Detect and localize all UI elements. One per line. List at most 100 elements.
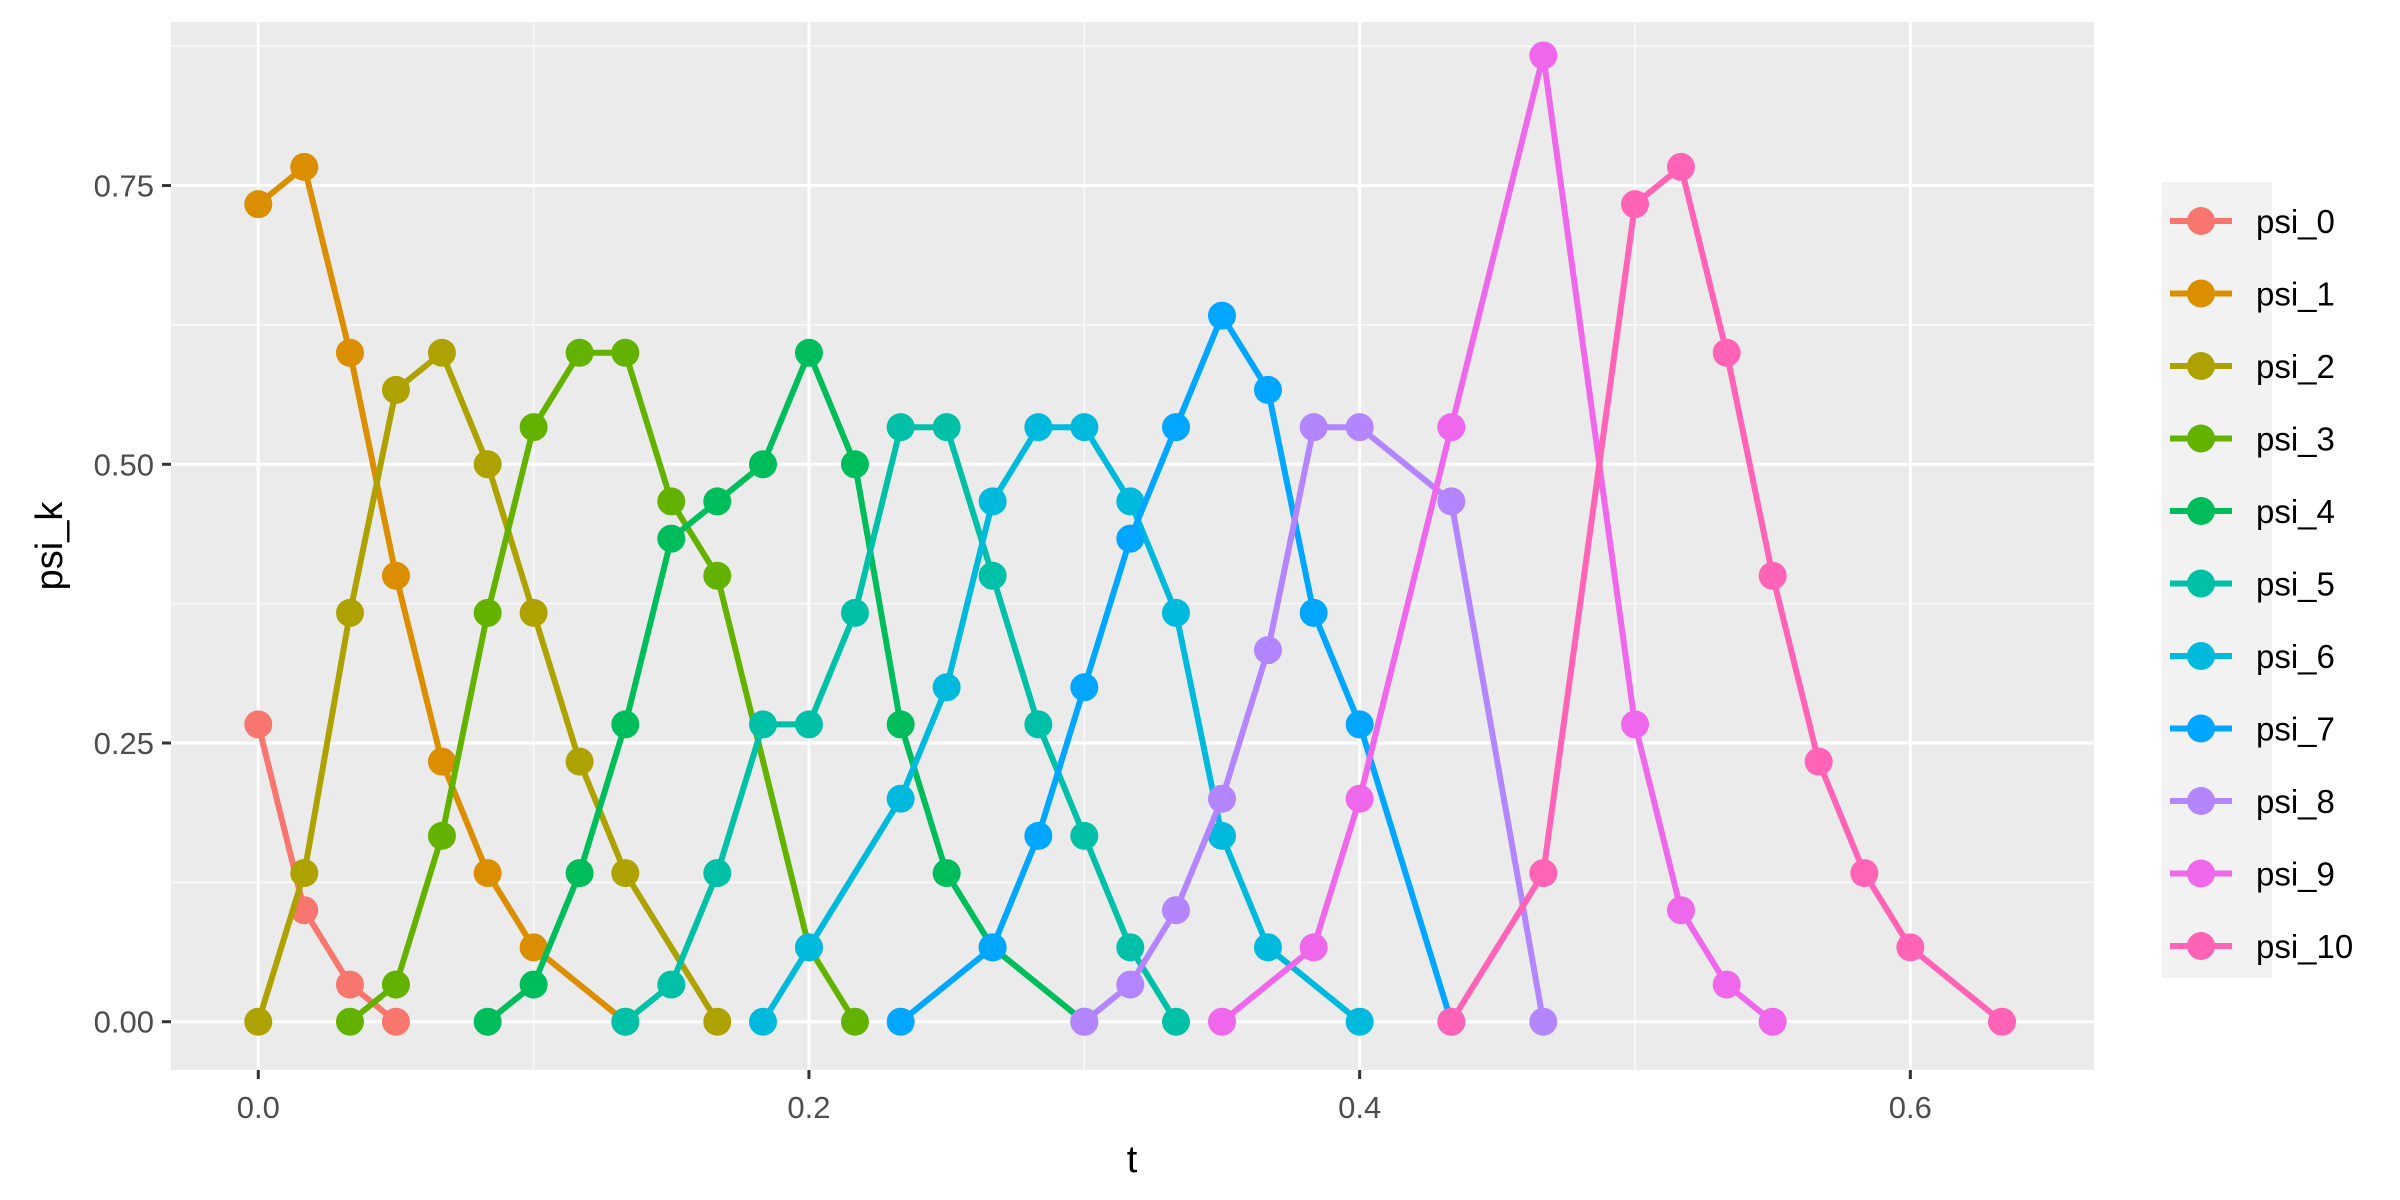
data-point — [1666, 896, 1695, 925]
data-point — [381, 561, 410, 590]
data-point — [1024, 413, 1053, 442]
data-point — [1070, 673, 1099, 702]
data-point — [978, 933, 1007, 962]
data-point — [1024, 710, 1053, 739]
data-point — [473, 450, 502, 479]
data-point — [1253, 375, 1282, 404]
legend-key-point — [2187, 279, 2215, 308]
data-point — [748, 450, 777, 479]
data-point — [611, 710, 640, 739]
legend-item: psi_1 — [2170, 276, 2335, 313]
y-axis-title: psi_k — [29, 501, 71, 591]
data-point — [335, 1007, 364, 1036]
data-point — [611, 338, 640, 367]
data-point — [1437, 413, 1466, 442]
data-point — [1345, 710, 1374, 739]
data-point — [519, 970, 548, 999]
legend-item: psi_10 — [2170, 928, 2353, 965]
data-point — [840, 450, 869, 479]
data-point — [290, 152, 319, 181]
series-psi_10 — [1437, 152, 2017, 1036]
data-point — [290, 859, 319, 888]
x-tick-label: 0.4 — [1338, 1090, 1381, 1125]
data-point — [611, 859, 640, 888]
legend-key-point — [2187, 932, 2215, 960]
legend-label: psi_0 — [2256, 203, 2335, 240]
data-point — [1162, 896, 1191, 925]
data-point — [565, 747, 594, 776]
data-point — [335, 598, 364, 627]
data-point — [1116, 970, 1145, 999]
data-point — [1345, 413, 1374, 442]
data-point — [335, 970, 364, 999]
y-tick-label: 0.50 — [94, 447, 154, 482]
data-point — [473, 598, 502, 627]
data-point — [1850, 859, 1879, 888]
data-point — [657, 524, 686, 553]
data-point — [932, 413, 961, 442]
data-point — [427, 747, 456, 776]
data-point — [381, 1007, 410, 1036]
data-point — [1345, 1007, 1374, 1036]
data-point — [1207, 821, 1236, 850]
legend-label: psi_10 — [2256, 928, 2353, 965]
data-point — [1116, 487, 1145, 516]
series-psi_9 — [1207, 41, 1787, 1036]
data-point — [794, 338, 823, 367]
y-tick-label: 0.75 — [94, 169, 154, 204]
legend-item: psi_2 — [2170, 348, 2335, 385]
series-layer — [244, 41, 2017, 1036]
data-point — [886, 710, 915, 739]
data-point — [1621, 710, 1650, 739]
data-point — [381, 970, 410, 999]
data-point — [1758, 1007, 1787, 1036]
data-point — [427, 821, 456, 850]
data-point — [1437, 1007, 1466, 1036]
legend-key-point — [2187, 207, 2215, 235]
data-point — [703, 487, 732, 516]
legend-key-point — [2187, 787, 2215, 815]
data-point — [1116, 524, 1145, 553]
data-point — [1712, 338, 1741, 367]
series-psi_2 — [244, 338, 732, 1036]
legend-item: psi_6 — [2170, 638, 2335, 675]
x-tick-label: 0.0 — [237, 1090, 280, 1125]
legend-key-point — [2187, 859, 2215, 888]
data-point — [703, 859, 732, 888]
data-point — [1207, 784, 1236, 813]
y-tick-label: 0.00 — [94, 1005, 154, 1040]
data-point — [1070, 413, 1099, 442]
data-point — [1162, 598, 1191, 627]
data-point — [657, 487, 686, 516]
legend-label: psi_4 — [2256, 493, 2335, 530]
legend-item: psi_7 — [2170, 711, 2335, 748]
data-point — [1712, 970, 1741, 999]
y-tick-label: 0.25 — [94, 726, 154, 761]
data-point — [519, 933, 548, 962]
data-point — [978, 561, 1007, 590]
legend-item: psi_4 — [2170, 493, 2335, 530]
legend-label: psi_1 — [2256, 276, 2335, 313]
legend-label: psi_3 — [2256, 421, 2335, 458]
legend-key-point — [2187, 497, 2215, 525]
data-point — [565, 859, 594, 888]
data-point — [1804, 747, 1833, 776]
series-line — [255, 349, 720, 1024]
data-point — [519, 413, 548, 442]
data-point — [519, 598, 548, 627]
series-psi_1 — [244, 152, 640, 1036]
data-point — [794, 933, 823, 962]
data-point — [748, 1007, 777, 1036]
data-point — [473, 1007, 502, 1036]
data-point — [1024, 821, 1053, 850]
data-point — [1529, 1007, 1558, 1036]
legend-key-point — [2187, 569, 2215, 598]
data-point — [1437, 487, 1466, 516]
data-point — [932, 859, 961, 888]
data-point — [335, 338, 364, 367]
legend-item: psi_5 — [2170, 566, 2335, 603]
series-line — [1448, 163, 2004, 1025]
legend-key-point — [2187, 642, 2215, 670]
data-point — [244, 190, 273, 219]
